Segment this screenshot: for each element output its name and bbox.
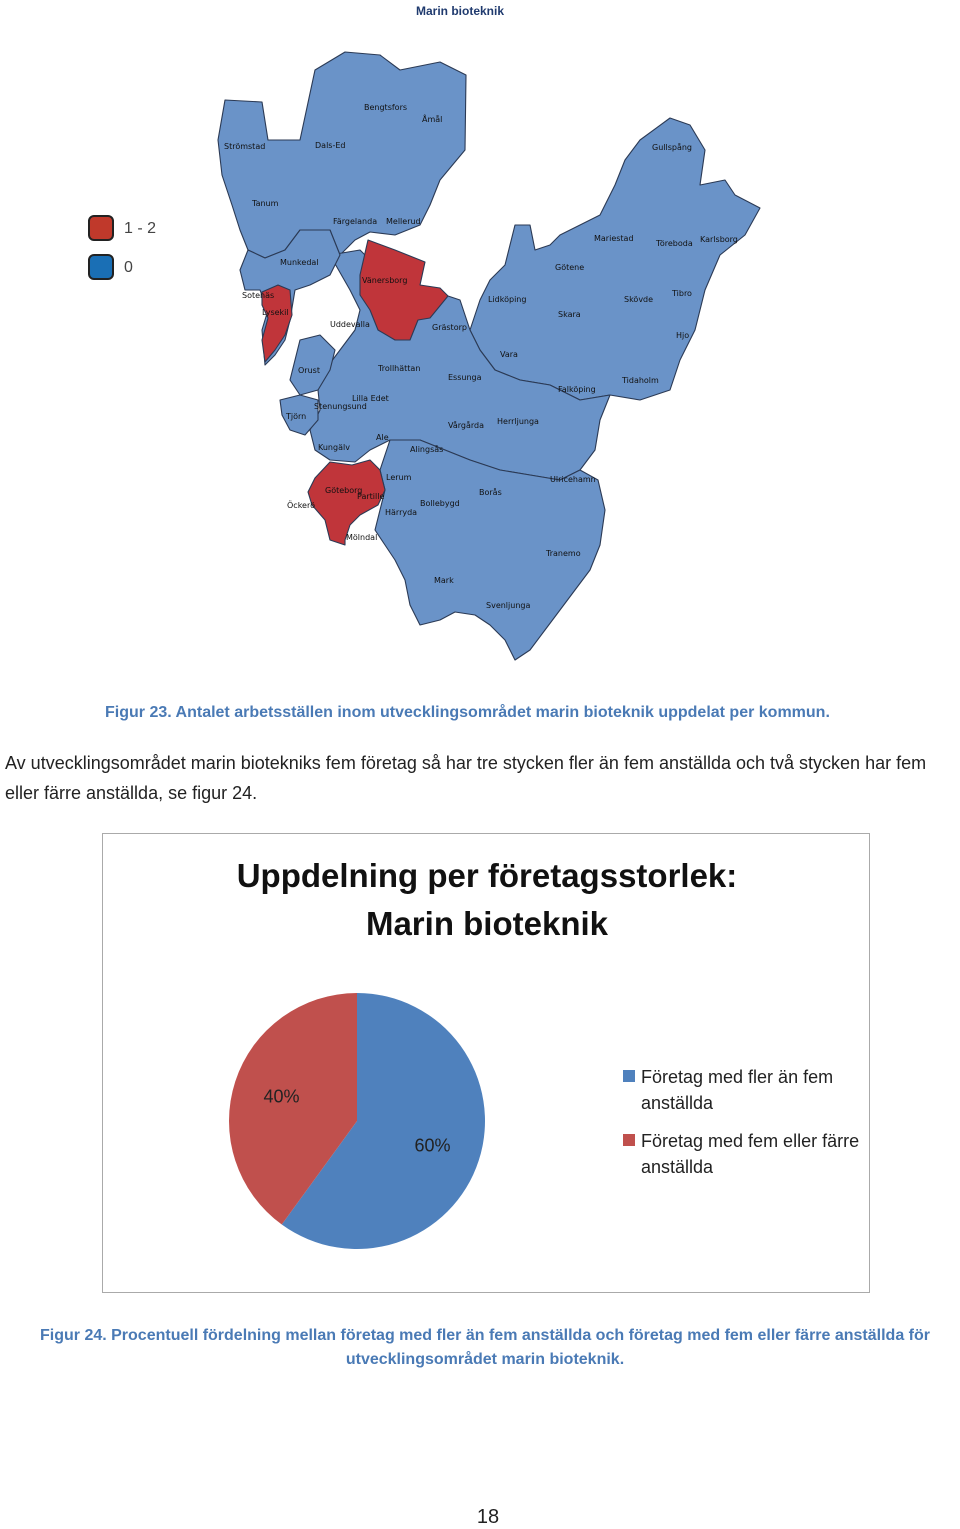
- svg-text:Munkedal: Munkedal: [280, 258, 319, 267]
- region-goteborg: [307, 459, 386, 546]
- pie-chart: 60% 40%: [229, 993, 486, 1249]
- svg-text:Götene: Götene: [555, 263, 584, 272]
- legend-swatch-small-firms: [623, 1134, 635, 1146]
- region-coast-b: [289, 334, 336, 396]
- svg-text:Åmål: Åmål: [422, 113, 442, 124]
- svg-text:Falköping: Falköping: [558, 385, 596, 394]
- svg-text:Bengtsfors: Bengtsfors: [364, 103, 407, 112]
- svg-text:Härryda: Härryda: [385, 508, 417, 517]
- svg-text:Mölndal: Mölndal: [346, 533, 377, 542]
- svg-text:Vara: Vara: [500, 350, 518, 359]
- svg-text:Sotenäs: Sotenäs: [242, 291, 274, 300]
- svg-text:Tibro: Tibro: [671, 289, 692, 298]
- svg-text:Essunga: Essunga: [448, 373, 482, 382]
- map-regions: [217, 51, 761, 661]
- svg-text:Gullspång: Gullspång: [652, 142, 692, 152]
- svg-text:Stenungsund: Stenungsund: [314, 402, 367, 411]
- chart-title-line2: Marin bioteknik: [365, 905, 609, 942]
- svg-text:Dals-Ed: Dals-Ed: [315, 141, 345, 150]
- map-legend-swatch-red: [88, 215, 114, 241]
- svg-text:Tranemo: Tranemo: [545, 549, 581, 558]
- map-legend-label-red: 1 - 2: [124, 220, 157, 237]
- svg-text:Herrljunga: Herrljunga: [497, 417, 539, 426]
- svg-text:Trollhättan: Trollhättan: [377, 364, 420, 373]
- svg-text:Strömstad: Strömstad: [224, 142, 265, 151]
- svg-text:Lidköping: Lidköping: [488, 295, 526, 304]
- region-vanersborg: [359, 239, 449, 341]
- map-legend-label-blue: 0: [124, 259, 133, 276]
- svg-text:Ale: Ale: [376, 433, 389, 442]
- region-north: [217, 51, 467, 259]
- body-paragraph: Av utvecklingsområdet marin biotekniks f…: [5, 753, 927, 803]
- svg-text:Grästorp: Grästorp: [432, 323, 467, 332]
- pie-label-small-firms: 40%: [264, 1086, 300, 1106]
- svg-text:Göteborg: Göteborg: [325, 486, 362, 495]
- pie-slice-small-firms: [229, 993, 357, 1225]
- svg-text:Borås: Borås: [479, 487, 502, 497]
- legend-label-small-firms: Företag med fem eller färre anställda: [641, 1131, 860, 1177]
- svg-text:Ulricehamn: Ulricehamn: [550, 475, 596, 484]
- legend-item-large-firms: Företag med fler än fem anställda: [623, 1064, 863, 1116]
- svg-text:Färgelanda: Färgelanda: [333, 217, 377, 226]
- svg-text:Alingsås: Alingsås: [410, 444, 443, 454]
- svg-text:Mark: Mark: [434, 576, 454, 585]
- svg-text:Vårgårda: Vårgårda: [448, 420, 484, 430]
- page-number: 18: [476, 1506, 500, 1528]
- svg-text:Mellerud: Mellerud: [386, 217, 421, 226]
- figure24-caption: Figur 24. Procentuell fördelning mellan …: [40, 1327, 930, 1368]
- legend-item-small-firms: Företag med fem eller färre anställda: [623, 1128, 863, 1180]
- svg-text:Tjörn: Tjörn: [285, 412, 306, 421]
- svg-text:Hjo: Hjo: [676, 331, 689, 340]
- svg-text:Tanum: Tanum: [251, 199, 279, 208]
- svg-text:Mariestad: Mariestad: [594, 234, 634, 243]
- svg-text:Skara: Skara: [558, 310, 581, 319]
- region-south: [374, 439, 606, 661]
- svg-text:Uddevalla: Uddevalla: [330, 320, 370, 329]
- pie-label-large-firms: 60%: [414, 1136, 450, 1156]
- map-labels: Strömstad Bengtsfors Åmål Dals-Ed Gullsp…: [224, 103, 738, 610]
- region-lysekil: [261, 284, 293, 363]
- svg-text:Svenljunga: Svenljunga: [486, 601, 530, 610]
- svg-text:Bollebygd: Bollebygd: [420, 499, 460, 508]
- svg-text:Öckerö: Öckerö: [287, 500, 315, 510]
- svg-text:Lysekil: Lysekil: [262, 308, 289, 317]
- municipality-map: Strömstad Bengtsfors Åmål Dals-Ed Gullsp…: [217, 51, 761, 661]
- pie-chart-box: Uppdelning per företagsstorlek: Marin bi…: [102, 833, 870, 1293]
- svg-text:Karlsborg: Karlsborg: [700, 235, 738, 244]
- chart-title: Uppdelning per företagsstorlek: Marin bi…: [103, 852, 871, 948]
- svg-text:Vänersborg: Vänersborg: [362, 276, 407, 285]
- svg-text:Skövde: Skövde: [624, 295, 653, 304]
- legend-label-large-firms: Företag med fler än fem anställda: [641, 1067, 834, 1113]
- legend-swatch-large-firms: [623, 1070, 635, 1082]
- figure23-caption: Figur 23. Antalet arbetsställen inom utv…: [105, 704, 830, 721]
- svg-text:Töreboda: Töreboda: [655, 239, 693, 248]
- svg-text:Partille: Partille: [357, 492, 384, 501]
- svg-text:Kungälv: Kungälv: [318, 443, 350, 452]
- map-legend-swatch-blue: [88, 254, 114, 280]
- region-coast-c: [279, 394, 319, 436]
- svg-text:Tidaholm: Tidaholm: [621, 376, 659, 385]
- chart-title-line1: Uppdelning per företagsstorlek:: [236, 857, 738, 894]
- svg-text:Lilla Edet: Lilla Edet: [352, 394, 389, 403]
- svg-text:Lerum: Lerum: [386, 473, 412, 482]
- pie-slice-large-firms: [281, 993, 486, 1249]
- map-title: Marin bioteknik: [415, 4, 504, 18]
- svg-text:Orust: Orust: [298, 366, 320, 375]
